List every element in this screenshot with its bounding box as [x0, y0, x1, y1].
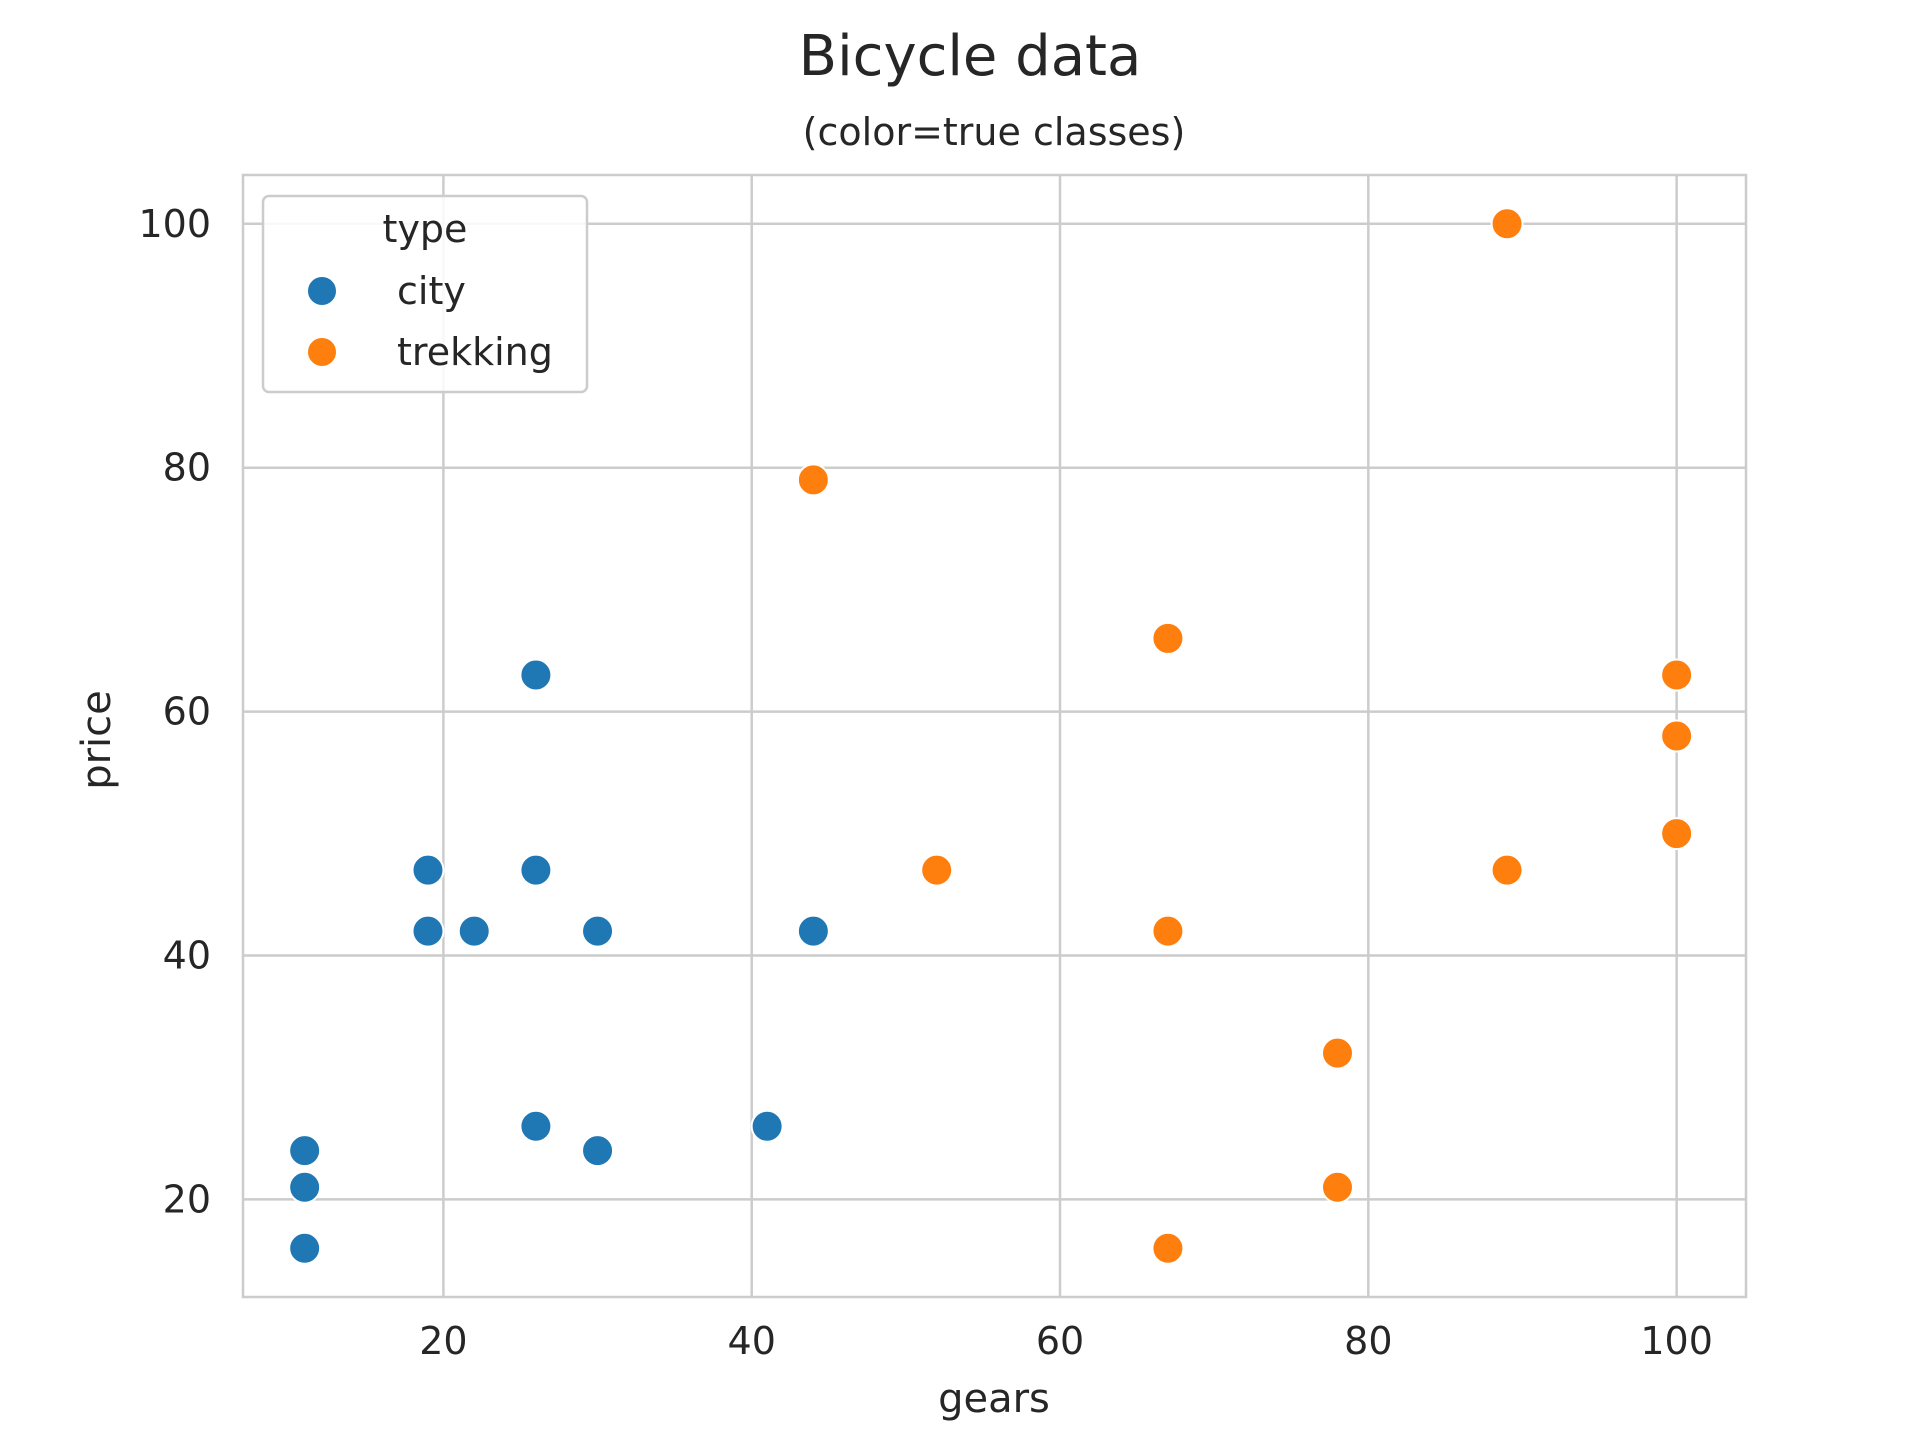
x-tick-label: 60: [1036, 1319, 1084, 1363]
tick-labels: 20 40 60 80 100 20 40 60 80 100: [138, 202, 1712, 1363]
data-point-trekking: [1490, 207, 1524, 241]
x-tick-label: 80: [1344, 1319, 1392, 1363]
chart-title: Bicycle data: [799, 24, 1142, 89]
legend-marker-trekking: [306, 336, 338, 368]
y-tick-label: 80: [163, 446, 211, 490]
data-point-city: [519, 853, 553, 887]
data-point-trekking: [1151, 914, 1185, 948]
data-point-city: [411, 853, 445, 887]
data-point-trekking: [1320, 1036, 1354, 1070]
data-point-city: [288, 1231, 322, 1265]
data-points: [288, 207, 1694, 1265]
data-point-trekking: [920, 853, 954, 887]
data-point-trekking: [1151, 621, 1185, 655]
data-point-city: [288, 1134, 322, 1168]
data-point-city: [581, 1134, 615, 1168]
data-point-trekking: [1151, 1231, 1185, 1265]
y-axis-label: price: [74, 690, 120, 790]
data-point-city: [519, 1109, 553, 1143]
data-point-trekking: [1660, 719, 1694, 753]
legend-label-trekking: trekking: [397, 330, 553, 374]
data-point-trekking: [796, 463, 830, 497]
data-point-city: [519, 658, 553, 692]
y-tick-label: 20: [163, 1177, 211, 1221]
data-point-trekking: [1490, 853, 1524, 887]
legend-marker-city: [306, 275, 338, 307]
data-point-city: [581, 914, 615, 948]
legend-frame: [261, 194, 589, 394]
data-point-trekking: [1660, 817, 1694, 851]
data-point-city: [796, 914, 830, 948]
data-point-city: [750, 1109, 784, 1143]
chart-subtitle: (color=true classes): [803, 110, 1186, 154]
x-tick-label: 100: [1640, 1319, 1713, 1363]
legend-title: type: [383, 207, 468, 251]
y-tick-label: 100: [138, 202, 211, 246]
y-tick-label: 40: [163, 934, 211, 978]
legend-label-city: city: [397, 269, 466, 313]
legend: type city trekking: [261, 194, 589, 394]
data-point-city: [288, 1170, 322, 1204]
data-point-trekking: [1320, 1170, 1354, 1204]
data-point-city: [457, 914, 491, 948]
data-point-city: [411, 914, 445, 948]
data-point-trekking: [1660, 658, 1694, 692]
x-tick-label: 40: [728, 1319, 776, 1363]
y-tick-label: 60: [163, 690, 211, 734]
x-tick-label: 20: [419, 1319, 467, 1363]
x-axis-label: gears: [938, 1376, 1050, 1422]
